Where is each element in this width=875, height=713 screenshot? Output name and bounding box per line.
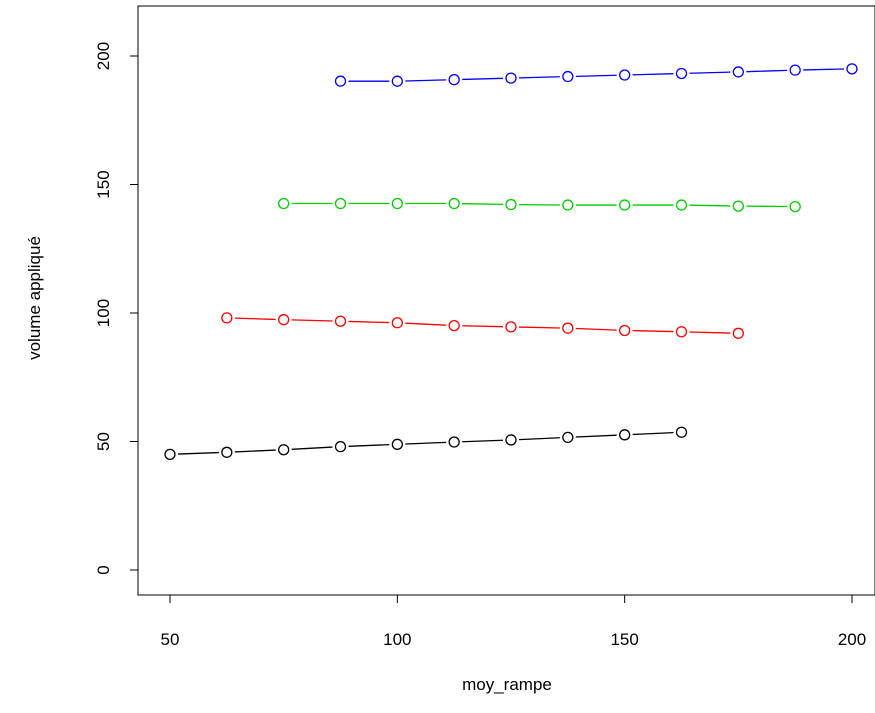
series-segment xyxy=(575,74,617,77)
x-tick-label: 150 xyxy=(610,630,638,649)
data-point xyxy=(619,199,631,211)
series-segment xyxy=(575,434,617,438)
y-tick-label: 50 xyxy=(94,432,113,451)
series-segment xyxy=(234,449,276,453)
data-point xyxy=(732,200,744,212)
series-segment xyxy=(234,317,276,321)
data-point xyxy=(164,448,176,461)
x-tick-label: 100 xyxy=(383,630,411,649)
data-point xyxy=(334,315,347,327)
series xyxy=(221,312,744,339)
series-segment xyxy=(689,331,731,334)
x-tick-label: 50 xyxy=(161,630,180,649)
data-point xyxy=(334,197,347,210)
data-point xyxy=(846,63,858,75)
data-point xyxy=(448,319,460,332)
data-point xyxy=(278,314,290,326)
series-segment xyxy=(291,319,333,322)
data-point xyxy=(221,312,233,324)
y-tick-label: 150 xyxy=(94,170,113,198)
data-point xyxy=(675,199,688,211)
data-point xyxy=(334,440,347,453)
data-point xyxy=(278,444,290,456)
series-segment xyxy=(405,322,447,326)
data-point xyxy=(675,326,688,338)
data-point xyxy=(221,446,233,458)
data-point xyxy=(619,324,631,337)
data-point xyxy=(619,69,631,81)
data-point xyxy=(562,70,574,83)
series-segment xyxy=(462,439,504,443)
data-point xyxy=(448,73,460,86)
series-segment xyxy=(632,73,674,76)
data-point xyxy=(505,321,517,333)
x-axis: 50 100 150 200 xyxy=(161,594,866,649)
series-segment xyxy=(462,77,504,81)
data-point xyxy=(562,431,574,444)
y-axis-title: volume appliqué xyxy=(25,236,44,360)
data-point xyxy=(619,429,631,441)
data-point xyxy=(562,322,574,334)
data-point xyxy=(448,197,460,210)
data-point xyxy=(278,197,290,210)
series-segment xyxy=(575,327,617,331)
series-segment xyxy=(348,320,390,324)
series xyxy=(164,426,688,461)
series-segment xyxy=(632,330,674,333)
series-layer xyxy=(164,63,858,461)
data-point xyxy=(732,327,744,339)
data-point xyxy=(562,199,574,211)
data-point xyxy=(391,75,403,87)
series-segment xyxy=(632,431,674,436)
y-axis: 0 50 100 150 200 xyxy=(94,42,139,575)
data-point xyxy=(391,197,403,210)
series-segment xyxy=(348,444,390,447)
data-point xyxy=(675,67,688,80)
series-segment xyxy=(803,68,845,71)
plot-frame xyxy=(137,5,875,596)
series xyxy=(278,197,801,213)
series-segment xyxy=(177,451,219,455)
y-tick-label: 0 xyxy=(94,565,113,574)
series xyxy=(334,63,858,87)
series-segment xyxy=(518,76,560,79)
data-point xyxy=(732,66,744,78)
x-tick-label: 200 xyxy=(838,630,866,649)
x-axis-title: moy_rampe xyxy=(462,675,552,694)
data-point xyxy=(789,200,801,213)
data-point xyxy=(391,317,403,329)
series-segment xyxy=(518,437,560,441)
series-segment xyxy=(462,203,504,206)
y-tick-label: 100 xyxy=(94,299,113,327)
data-point xyxy=(505,198,517,211)
data-point xyxy=(675,426,688,438)
series-segment xyxy=(689,71,731,74)
series-segment xyxy=(405,79,447,82)
series-segment xyxy=(462,325,504,328)
series-segment xyxy=(746,69,788,73)
y-tick-label: 200 xyxy=(94,42,113,70)
data-point xyxy=(505,72,517,84)
data-point xyxy=(448,436,460,448)
data-point xyxy=(391,438,403,450)
series-segment xyxy=(518,326,560,329)
data-point xyxy=(789,64,801,76)
series-segment xyxy=(689,204,731,207)
data-point xyxy=(334,75,347,87)
series-segment xyxy=(291,446,333,450)
series-segment xyxy=(405,441,447,445)
data-point xyxy=(505,434,517,446)
